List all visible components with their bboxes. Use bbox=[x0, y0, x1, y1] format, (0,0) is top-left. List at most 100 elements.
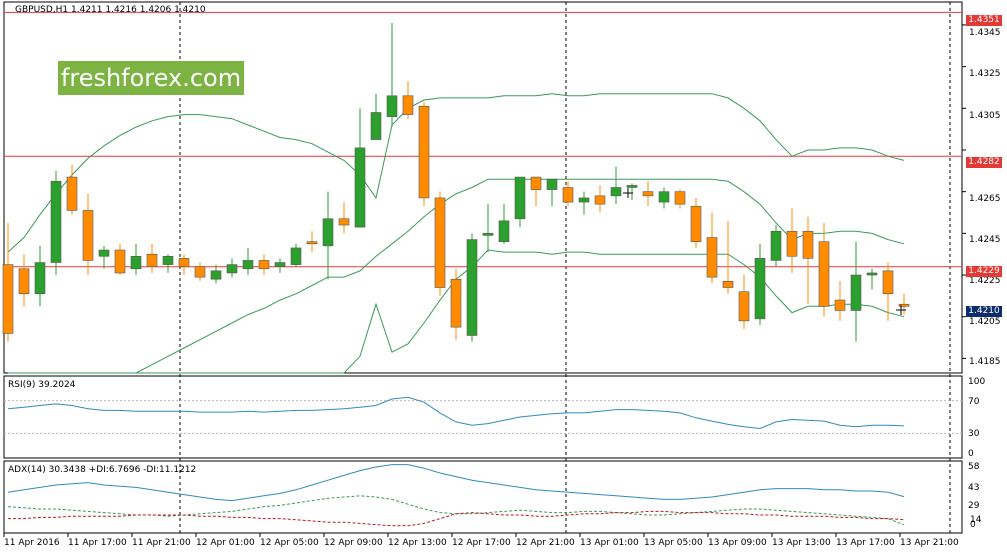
candle-body bbox=[34, 262, 46, 295]
candle-body bbox=[610, 187, 622, 197]
candle-body bbox=[562, 187, 574, 203]
candle-body bbox=[898, 303, 910, 307]
candle-body bbox=[242, 260, 254, 270]
candle-body bbox=[786, 230, 798, 257]
crosshair-icon bbox=[896, 305, 906, 315]
candle-body bbox=[690, 205, 702, 242]
price-tick: 1.4265 bbox=[969, 194, 1001, 204]
candle-body bbox=[450, 278, 462, 328]
adx-header: ADX(14) 30.3438 +DI:6.7696 -DI:11.1212 bbox=[8, 465, 197, 475]
time-tick: 13 Apr 05:00 bbox=[644, 538, 703, 548]
adx-panel-frame bbox=[3, 460, 963, 534]
rsi-panel-frame bbox=[3, 375, 963, 459]
price-tick: 1.4345 bbox=[969, 28, 1001, 38]
time-tick: 13 Apr 21:00 bbox=[900, 538, 959, 548]
time-tick: 12 Apr 05:00 bbox=[260, 538, 319, 548]
candle-body bbox=[114, 249, 126, 274]
candle-body bbox=[258, 260, 270, 270]
rsi-line bbox=[7, 396, 905, 430]
time-tick: 12 Apr 13:00 bbox=[388, 538, 447, 548]
minus-di-line bbox=[8, 510, 905, 527]
candle-body bbox=[402, 95, 414, 115]
candle-body bbox=[674, 191, 686, 205]
crosshair-icon bbox=[623, 188, 633, 198]
candle-body bbox=[130, 255, 142, 270]
candle-body bbox=[578, 197, 590, 203]
adx-tick: 14 bbox=[970, 515, 982, 525]
candle-body bbox=[2, 264, 14, 334]
time-tick: 11 Apr 2016 bbox=[4, 538, 60, 548]
candle-body bbox=[866, 272, 878, 276]
rsi-header: RSI(9) 39.2024 bbox=[8, 380, 76, 390]
candle-body bbox=[386, 95, 398, 117]
price-tick: 1.4185 bbox=[969, 357, 1001, 367]
candle-body bbox=[354, 147, 366, 228]
candle-body bbox=[530, 176, 542, 190]
price-tick: 1.4305 bbox=[969, 111, 1001, 121]
candle-body bbox=[194, 266, 206, 278]
candle-body bbox=[834, 299, 846, 311]
price-tick: 1.4225 bbox=[969, 276, 1001, 286]
current-price-badge: 1.4210 bbox=[966, 306, 1002, 317]
time-tick: 13 Apr 17:00 bbox=[836, 538, 895, 548]
candle-body bbox=[738, 291, 750, 322]
level-badge: 1.4229 bbox=[966, 266, 1002, 277]
adx-line bbox=[7, 464, 905, 502]
candle-body bbox=[818, 241, 830, 307]
candle-body bbox=[66, 176, 78, 211]
price-tick: 1.4245 bbox=[969, 235, 1001, 245]
adx-tick: 0 bbox=[970, 520, 976, 530]
candle-body bbox=[18, 268, 30, 295]
candle-body bbox=[546, 178, 558, 190]
time-tick: 12 Apr 01:00 bbox=[196, 538, 255, 548]
time-tick: 11 Apr 17:00 bbox=[68, 538, 127, 548]
level-badge: 1.4351 bbox=[966, 15, 1002, 26]
candle-body bbox=[290, 247, 302, 265]
candle-body bbox=[642, 191, 654, 197]
candle-body bbox=[770, 230, 782, 261]
candle-body bbox=[850, 274, 862, 311]
time-tick: 13 Apr 13:00 bbox=[772, 538, 831, 548]
candle-body bbox=[210, 270, 222, 280]
candle-body bbox=[178, 258, 190, 268]
candle-body bbox=[82, 210, 94, 261]
rsi-tick: 30 bbox=[968, 429, 980, 439]
rsi-tick: 0 bbox=[968, 449, 974, 459]
time-tick: 12 Apr 09:00 bbox=[324, 538, 383, 548]
candle-body bbox=[162, 255, 174, 265]
candle-body bbox=[722, 280, 734, 288]
candle-body bbox=[482, 233, 494, 236]
candle-body bbox=[754, 258, 766, 320]
symbol-header: GBPUSD,H1 1.4211 1.4216 1.4206 1.4210 bbox=[15, 5, 206, 15]
time-tick: 11 Apr 21:00 bbox=[132, 538, 191, 548]
price-tick: 1.4205 bbox=[969, 317, 1001, 327]
candle-body bbox=[802, 230, 814, 259]
candle-body bbox=[226, 264, 238, 274]
time-tick: 13 Apr 09:00 bbox=[708, 538, 767, 548]
plus-di-line bbox=[7, 495, 905, 526]
rsi-tick: 100 bbox=[968, 377, 986, 387]
candle-body bbox=[322, 218, 334, 247]
main-panel-frame bbox=[3, 1, 963, 374]
time-tick: 12 Apr 21:00 bbox=[516, 538, 575, 548]
level-badge: 1.4282 bbox=[966, 157, 1002, 168]
candle-body bbox=[594, 195, 606, 205]
candle-body bbox=[98, 249, 110, 257]
candle-body bbox=[306, 241, 318, 245]
adx-tick: 29 bbox=[968, 501, 980, 511]
bollinger-middle-line bbox=[8, 178, 905, 374]
candle-body bbox=[626, 185, 638, 188]
candle-body bbox=[338, 218, 350, 226]
adx-tick: 58 bbox=[968, 462, 980, 472]
rsi-tick: 70 bbox=[968, 397, 980, 407]
time-tick: 13 Apr 01:00 bbox=[580, 538, 639, 548]
time-tick: 12 Apr 17:00 bbox=[452, 538, 511, 548]
candle-body bbox=[514, 176, 526, 220]
adx-tick: 43 bbox=[968, 483, 980, 493]
price-tick: 1.4325 bbox=[969, 69, 1001, 79]
candle-body bbox=[882, 270, 894, 295]
candle-body bbox=[146, 253, 158, 268]
candle-body bbox=[498, 220, 510, 242]
candle-body bbox=[466, 239, 478, 336]
